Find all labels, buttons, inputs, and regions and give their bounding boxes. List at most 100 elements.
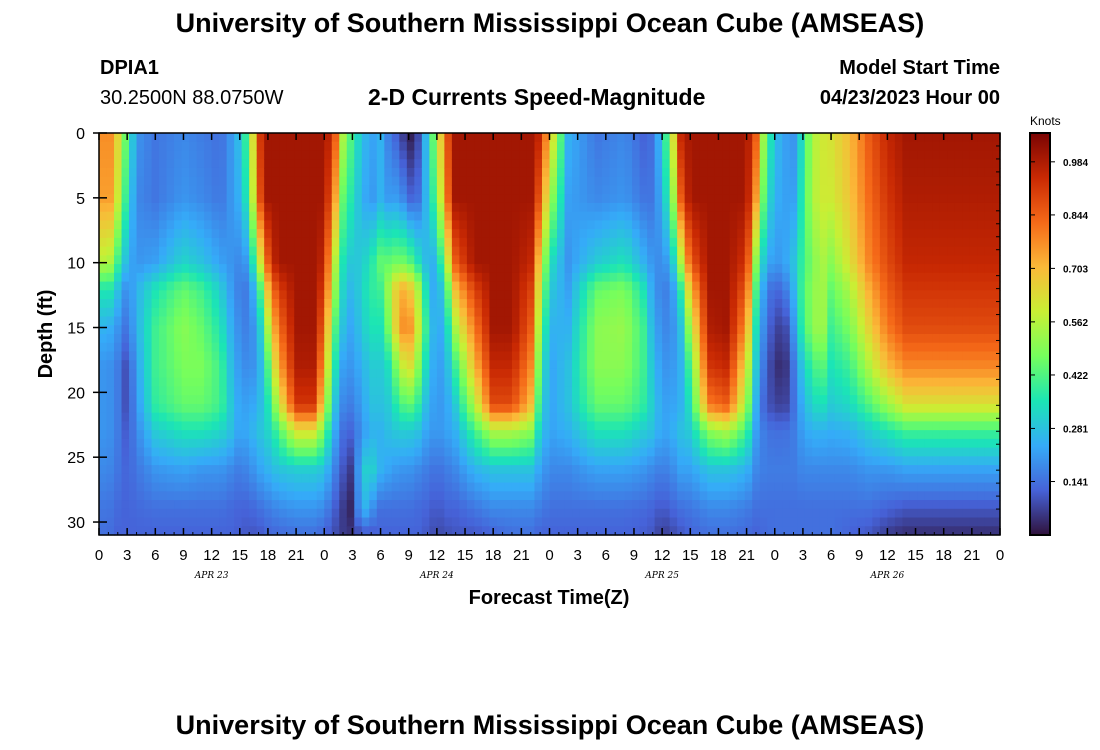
heatmap-cell xyxy=(114,141,123,152)
heatmap-cell xyxy=(159,491,168,501)
heatmap-cell xyxy=(887,386,896,396)
heatmap-cell xyxy=(436,377,445,388)
heatmap-cell xyxy=(639,403,648,414)
heatmap-cell xyxy=(309,290,318,300)
heatmap-cell xyxy=(256,456,265,466)
heatmap-cell xyxy=(414,342,423,353)
heatmap-cell xyxy=(264,377,273,388)
heatmap-cell xyxy=(504,508,513,519)
heatmap-cell xyxy=(219,526,228,536)
heatmap-cell xyxy=(834,159,843,169)
heatmap-cell xyxy=(346,430,355,440)
heatmap-cell xyxy=(451,299,460,309)
heatmap-cell xyxy=(654,403,663,414)
heatmap-cell xyxy=(511,395,521,405)
heatmap-cell xyxy=(617,430,626,440)
heatmap-cell xyxy=(346,456,355,466)
heatmap-cell xyxy=(662,290,671,300)
heatmap-cell xyxy=(632,395,641,405)
heatmap-cell xyxy=(541,220,551,230)
heatmap-cell xyxy=(241,159,250,169)
heatmap-cell xyxy=(774,421,783,431)
heatmap-cell xyxy=(632,500,641,510)
heatmap-cell xyxy=(759,526,768,536)
heatmap-cell xyxy=(406,500,415,510)
heatmap-cell xyxy=(391,430,400,440)
heatmap-cell xyxy=(887,430,896,440)
heatmap-cell xyxy=(376,403,385,414)
heatmap-cell xyxy=(249,500,258,510)
heatmap-cell xyxy=(234,447,243,457)
heatmap-cell xyxy=(699,133,708,143)
heatmap-cell xyxy=(549,307,558,318)
heatmap-cell xyxy=(241,290,250,300)
heatmap-cell xyxy=(429,430,438,440)
heatmap-cell xyxy=(894,473,903,484)
heatmap-cell xyxy=(219,220,228,230)
heatmap-cell xyxy=(677,430,686,440)
heatmap-cell xyxy=(692,237,701,248)
heatmap-cell xyxy=(774,299,783,309)
heatmap-cell xyxy=(144,325,153,335)
heatmap-cell xyxy=(737,185,746,195)
heatmap-cell xyxy=(399,526,408,536)
heatmap-cell xyxy=(549,246,558,256)
heatmap-cell xyxy=(819,377,828,388)
heatmap-cell xyxy=(114,526,123,536)
heatmap-cell xyxy=(564,500,573,510)
heatmap-cell xyxy=(429,526,438,536)
heatmap-cell xyxy=(534,465,543,475)
heatmap-cell xyxy=(384,430,393,440)
heatmap-cell xyxy=(504,430,513,440)
heatmap-cell xyxy=(812,412,821,422)
heatmap-cell xyxy=(572,351,581,361)
heatmap-cell xyxy=(279,334,288,344)
heatmap-cell xyxy=(241,141,250,152)
heatmap-cell xyxy=(504,517,513,527)
heatmap-cell xyxy=(279,150,288,160)
heatmap-cell xyxy=(504,491,513,501)
heatmap-cell xyxy=(812,421,821,431)
heatmap-cell xyxy=(549,159,558,169)
heatmap-cell xyxy=(324,237,333,248)
heatmap-cell xyxy=(204,482,213,492)
heatmap-cell xyxy=(421,229,430,239)
heatmap-cell xyxy=(361,185,370,195)
heatmap-cell xyxy=(662,500,671,510)
heatmap-cell xyxy=(707,211,716,221)
heatmap-cell xyxy=(264,185,273,195)
heatmap-cell xyxy=(759,290,768,300)
heatmap-cell xyxy=(564,159,573,169)
heatmap-cell xyxy=(789,395,798,405)
heatmap-cell xyxy=(879,342,888,353)
heatmap-cell xyxy=(864,377,873,388)
heatmap-cell xyxy=(399,438,408,449)
heatmap-cell xyxy=(429,167,438,178)
heatmap-cell xyxy=(662,412,671,422)
heatmap-cell xyxy=(609,482,618,492)
heatmap-cell xyxy=(632,202,641,213)
heatmap-cell xyxy=(549,377,558,388)
heatmap-cell xyxy=(752,159,761,169)
heatmap-cell xyxy=(729,325,738,335)
heatmap-cell xyxy=(489,220,498,230)
heatmap-cell xyxy=(624,508,633,519)
heatmap-cell xyxy=(249,456,258,466)
heatmap-cell xyxy=(384,360,393,370)
heatmap-cell xyxy=(534,176,543,187)
heatmap-cell xyxy=(864,246,873,256)
heatmap-cell xyxy=(677,508,686,519)
heatmap-cell xyxy=(677,526,686,536)
heatmap-cell xyxy=(339,159,348,169)
heatmap-cell xyxy=(894,360,903,370)
heatmap-cell xyxy=(136,325,145,335)
heatmap-cell xyxy=(369,482,378,492)
heatmap-cell xyxy=(106,185,115,195)
heatmap-cell xyxy=(271,325,280,335)
heatmap-cell xyxy=(399,194,408,204)
heatmap-cell xyxy=(114,133,123,143)
heatmap-cell xyxy=(234,299,243,309)
heatmap-cell xyxy=(226,412,235,422)
heatmap-cell xyxy=(136,159,145,169)
heatmap-cell xyxy=(564,334,573,344)
